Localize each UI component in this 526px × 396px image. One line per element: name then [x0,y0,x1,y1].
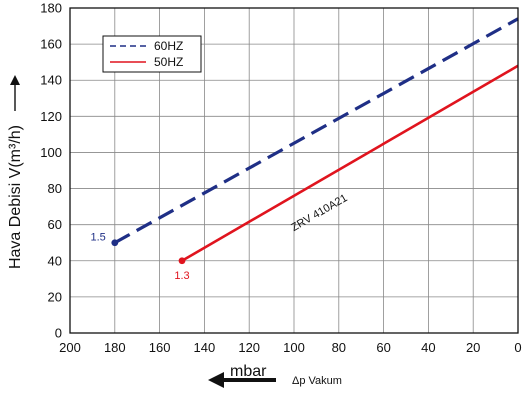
x-tick-label: 140 [194,340,216,355]
legend: 60HZ 50HZ [102,35,202,73]
x-tick-label: 80 [332,340,346,355]
y-axis-title: Hava Debisi V(m³/h) [7,75,24,269]
series-start-label-60hz: 1.5 [91,232,106,244]
plot-border [69,7,519,334]
x-axis-arrow-head [208,372,224,388]
x-tick-label: 180 [104,340,126,355]
series-start-point-50hz [178,257,186,265]
series-line-50hz [181,64,519,262]
x-tick-label: 100 [283,340,305,355]
y-tick-label: 0 [55,326,62,341]
x-axis-unit: mbar [230,363,267,380]
y-axis-arrow-head [10,75,20,85]
x-axis-arrow-shaft [224,378,276,382]
y-tick-label: 80 [48,181,62,196]
x-tick-label: 120 [238,340,260,355]
y-tick-label: 60 [48,217,62,232]
series-line-60hz [114,17,519,245]
y-tick-label: 100 [40,145,62,160]
series-start-label-50hz: 1.3 [174,270,189,282]
y-tick-label: 160 [40,37,62,52]
y-tick-label: 180 [40,1,62,16]
x-tick-label: 200 [59,340,81,355]
x-axis-label: Δp Vakum [292,375,342,387]
y-tick-label: 120 [40,109,62,124]
y-axis-label: Hava Debisi V(m³/h) [7,125,24,269]
y-tick-label: 40 [48,253,62,268]
x-axis-title: mbar Δp Vakum [208,363,342,388]
legend-50hz-label: 50HZ [154,55,183,69]
x-tick-label: 40 [421,340,435,355]
x-tick-label: 20 [466,340,480,355]
legend-60hz-label: 60HZ [154,39,183,53]
tick-labels: 200 180 160 140 120 100 80 60 40 20 00204060801001… [40,1,521,356]
y-tick-label: 20 [48,289,62,304]
x-tick-label: 0 [514,340,521,355]
y-tick-label: 140 [40,73,62,88]
x-tick-label: 60 [376,340,390,355]
series-start-point-60hz [111,239,119,247]
legend-box [102,35,202,73]
model-label: ZRV 410A21 [289,192,349,234]
x-tick-label: 160 [149,340,171,355]
